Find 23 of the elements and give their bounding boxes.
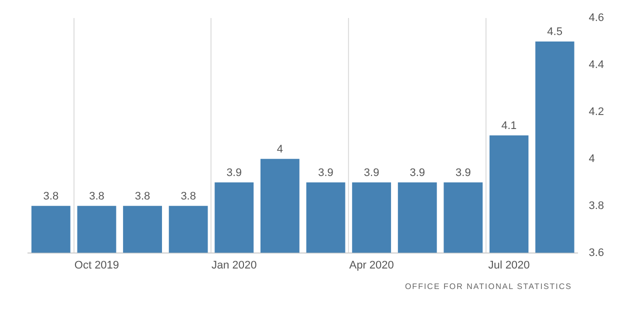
data-label: 3.9	[318, 166, 334, 179]
data-label: 3.9	[410, 166, 426, 179]
data-label: 3.8	[89, 190, 104, 202]
data-label: 3.8	[134, 190, 150, 202]
y-tick-label: 3.6	[588, 246, 604, 259]
x-tick-label: Apr 2020	[349, 259, 394, 272]
text: OFFICE FOR NATIONAL STATISTICS	[404, 282, 573, 291]
x-tick-label: Oct 2019	[74, 259, 120, 272]
data-label: 3.9	[226, 166, 242, 179]
x-tick-label: Jul 2020	[488, 259, 530, 272]
data-label: 4	[276, 143, 284, 156]
y-tick-label: 3.8	[588, 200, 604, 212]
data-label: 3.9	[364, 166, 380, 179]
y-tick-label: 4.2	[588, 106, 604, 118]
x-tick-label: Jan 2020	[212, 259, 257, 272]
y-tick-label: 4.4	[588, 58, 604, 71]
data-label: 4.5	[547, 26, 562, 38]
data-label: 3.9	[456, 166, 471, 179]
data-label: 3.8	[43, 190, 59, 202]
y-tick-label: 4	[588, 152, 595, 165]
data-label: 3.8	[180, 190, 196, 202]
data-label: 4.1	[501, 120, 517, 132]
y-tick-label: 4.6	[588, 12, 604, 24]
